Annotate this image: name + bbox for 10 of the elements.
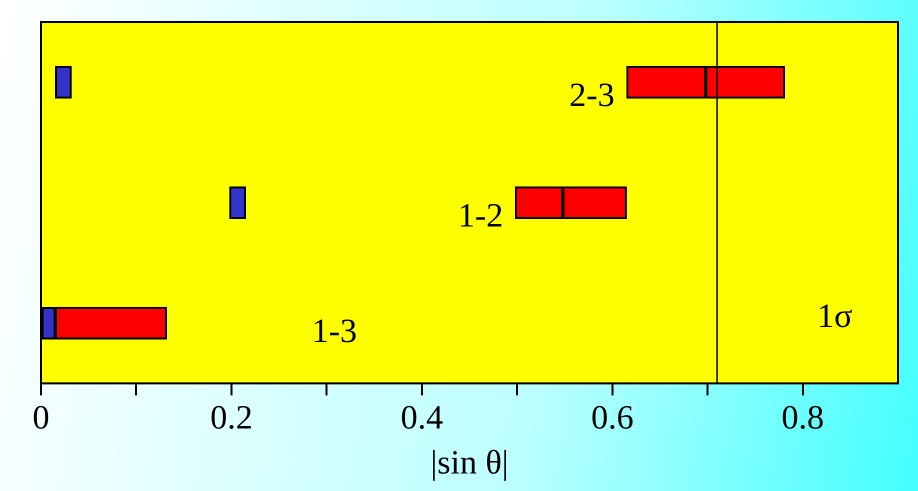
- y-tick-label: 1-2: [458, 198, 504, 235]
- y-tick-label: 1-3: [312, 313, 358, 350]
- x-tick-label: 0.8: [782, 400, 824, 437]
- x-tick-label: 0.4: [400, 400, 444, 437]
- ref-line-label: 1σ: [817, 298, 852, 336]
- x-axis-title: |sin θ|: [430, 444, 509, 482]
- x-tick-label: 0: [32, 400, 50, 437]
- x-tick-label: 0.2: [210, 400, 253, 437]
- x-tick-label: 0.6: [591, 400, 634, 437]
- y-tick-label: 2-3: [569, 77, 615, 114]
